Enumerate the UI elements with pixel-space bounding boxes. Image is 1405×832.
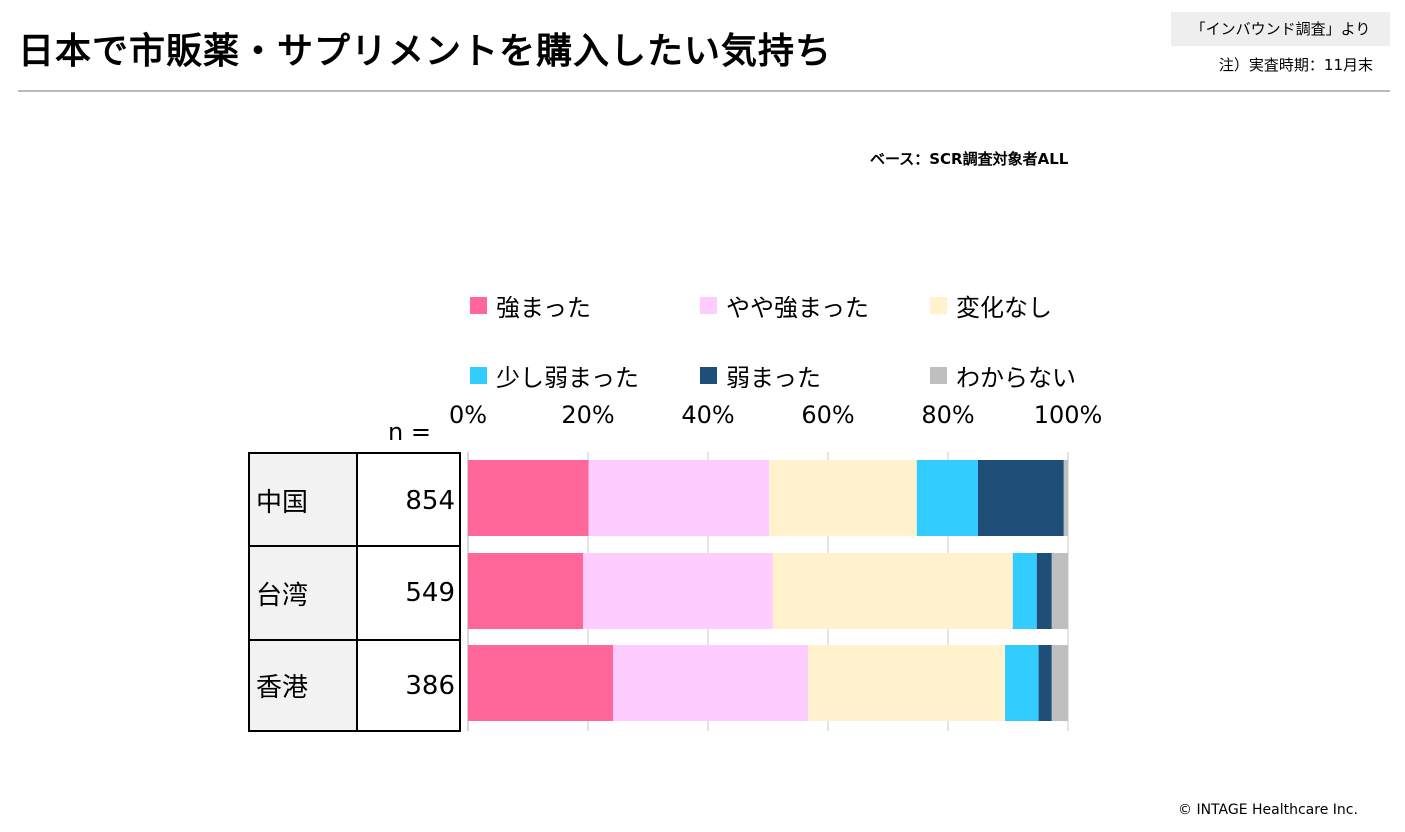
source-label: 「インバウンド調査」より (1171, 12, 1390, 46)
legend-label: 弱まった (726, 364, 822, 392)
bar-segment (1005, 645, 1039, 721)
bar-segment (978, 460, 1064, 536)
sample-size: 854 (405, 485, 455, 516)
legend-label: わからない (956, 364, 1076, 392)
legend-swatch (930, 297, 947, 314)
n-label: n = (388, 418, 431, 446)
region-name: 中国 (250, 454, 358, 547)
header-divider (18, 90, 1390, 92)
x-tick-label: 80% (921, 401, 975, 429)
legend-label: やや強まった (726, 294, 870, 322)
sample-size-table: 中国 854 台湾 549 香港 386 (248, 452, 461, 732)
bar-segment (808, 645, 1005, 721)
x-tick-label: 40% (681, 401, 735, 429)
bar-segment (1038, 645, 1052, 721)
bar-segment (1012, 553, 1037, 629)
legend-label: 少し弱まった (496, 364, 640, 392)
legend-item: 変化なし (930, 288, 1052, 323)
bar-segment (1051, 553, 1068, 629)
bar-segment (772, 553, 1013, 629)
legend-label: 強まった (496, 294, 592, 322)
legend-swatch (930, 367, 947, 384)
legend-item: 強まった (470, 288, 591, 323)
survey-period-note: 注）実査時期：11月末 (1218, 56, 1373, 74)
base-label: ベース：SCR調査対象者ALL (870, 150, 1069, 168)
stacked-bar-chart (467, 452, 1069, 731)
legend-item: わからない (930, 358, 1076, 393)
bar-segment (1036, 553, 1052, 629)
x-tick-label: 60% (801, 401, 855, 429)
bar-segment (1051, 645, 1068, 721)
bar-segment (1063, 460, 1068, 536)
legend-item: やや強まった (700, 288, 869, 323)
bar-segment (468, 460, 589, 536)
x-tick-label: 100% (1033, 401, 1103, 429)
legend-swatch (470, 367, 487, 384)
page-title: 日本で市販薬・サプリメントを購入したい気持ち (18, 31, 833, 72)
legend-swatch (700, 367, 717, 384)
legend-swatch (700, 297, 717, 314)
region-name: 香港 (250, 641, 358, 730)
x-tick-label: 0% (448, 401, 488, 429)
bar-segment (468, 553, 584, 629)
bar-segment (769, 460, 917, 536)
sample-size: 386 (405, 670, 455, 701)
bar-segment (613, 645, 809, 721)
region-name: 台湾 (250, 547, 358, 639)
table-row: 中国 854 (250, 454, 459, 547)
copyright: © INTAGE Healthcare Inc. (1178, 802, 1358, 818)
x-tick-label: 20% (561, 401, 615, 429)
sample-size: 549 (405, 578, 455, 608)
bar-segment (583, 553, 773, 629)
legend-item: 少し弱まった (470, 358, 639, 393)
bar-segment (468, 645, 614, 721)
legend-label: 変化なし (956, 294, 1052, 322)
bar-segment (916, 460, 978, 536)
legend-item: 弱まった (700, 358, 821, 393)
table-row: 台湾 549 (250, 545, 459, 639)
table-row: 香港 386 (250, 639, 459, 730)
bar-segment (588, 460, 770, 536)
legend-swatch (470, 297, 487, 314)
